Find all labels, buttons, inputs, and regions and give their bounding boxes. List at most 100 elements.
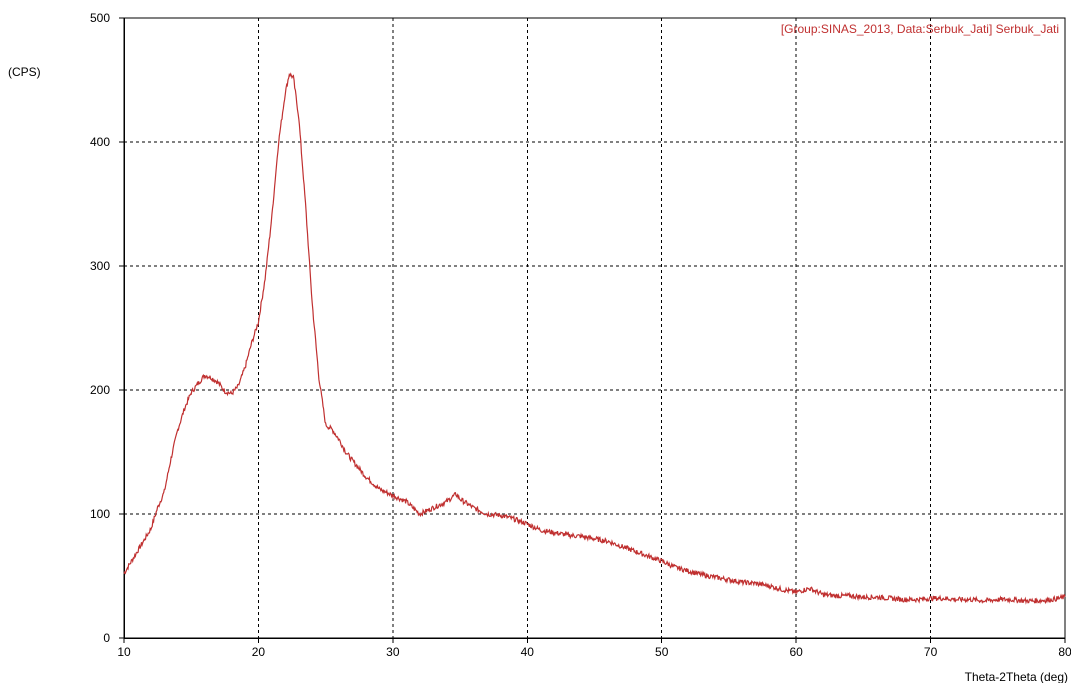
x-tick-label: 60: [789, 645, 803, 659]
y-tick-label: 200: [90, 383, 110, 397]
data-point: [251, 342, 252, 343]
data-point: [339, 439, 340, 440]
data-point: [930, 598, 931, 599]
data-point: [1051, 599, 1052, 600]
data-point: [957, 599, 958, 600]
data-point: [984, 600, 985, 601]
data-point: [1011, 599, 1012, 600]
data-point: [177, 429, 178, 430]
data-point: [197, 383, 198, 384]
data-point: [661, 561, 662, 562]
data-point: [211, 377, 212, 378]
data-point: [769, 585, 770, 586]
data-point: [419, 513, 420, 514]
data-point: [755, 583, 756, 584]
data-point: [513, 518, 514, 519]
data-point: [917, 599, 918, 600]
data-point: [305, 203, 306, 204]
data-point: [271, 216, 272, 217]
x-tick-label: 30: [386, 645, 400, 659]
y-tick-label: 300: [90, 259, 110, 273]
data-point: [809, 588, 810, 589]
data-point: [1038, 600, 1039, 601]
x-tick-label: 10: [117, 645, 131, 659]
data-point: [433, 507, 434, 508]
data-point: [500, 515, 501, 516]
data-point: [473, 507, 474, 508]
data-point: [289, 73, 290, 74]
data-point: [527, 523, 528, 524]
data-point: [567, 535, 568, 536]
data-point: [332, 429, 333, 430]
data-point: [191, 392, 192, 393]
data-point: [486, 513, 487, 514]
data-point: [265, 278, 266, 279]
data-point: [554, 532, 555, 533]
data-point: [701, 574, 702, 575]
tick-labels: 10 20 30 40 50 60 70 80 0 100 200 300 400 500: [90, 11, 1071, 659]
series-line: [123, 72, 1066, 605]
y-tick-label: 0: [103, 631, 110, 645]
data-point: [150, 528, 151, 529]
data-point: [446, 501, 447, 502]
data-point: [285, 92, 286, 93]
data-point: [876, 597, 877, 598]
data-point: [782, 589, 783, 590]
data-point: [634, 551, 635, 552]
data-point: [406, 501, 407, 502]
data-point: [258, 321, 259, 322]
data-point: [231, 393, 232, 394]
x-tick-label: 20: [252, 645, 266, 659]
data-point: [970, 599, 971, 600]
data-point: [365, 476, 366, 477]
data-point: [607, 541, 608, 542]
data-point: [863, 597, 864, 598]
axes: [119, 17, 1066, 643]
data-point: [171, 458, 172, 459]
data-point: [352, 460, 353, 461]
data-point: [123, 573, 124, 574]
y-tick-label: 500: [90, 11, 110, 25]
data-point: [688, 570, 689, 571]
plot-frame: [123, 17, 1066, 639]
grid-lines: [124, 18, 1065, 638]
data-point: [1024, 600, 1025, 601]
data-point: [184, 408, 185, 409]
data-point: [455, 494, 456, 495]
data-point: [540, 530, 541, 531]
data-point: [318, 377, 319, 378]
data-point: [903, 599, 904, 600]
x-tick-label: 50: [655, 645, 669, 659]
data-point: [218, 382, 219, 383]
data-point: [581, 536, 582, 537]
data-point: [244, 367, 245, 368]
data-point: [822, 594, 823, 595]
data-point: [392, 495, 393, 496]
y-axis-title: (CPS): [8, 65, 41, 79]
series-layer: [123, 72, 1066, 605]
data-point: [325, 424, 326, 425]
data-point: [594, 538, 595, 539]
data-point: [157, 507, 158, 508]
data-point: [278, 141, 279, 142]
data-point: [238, 386, 239, 387]
data-point: [293, 77, 294, 78]
data-point: [715, 577, 716, 578]
data-point: [204, 375, 205, 376]
data-point: [796, 592, 797, 593]
data-point: [460, 499, 461, 500]
data-point: [742, 582, 743, 583]
data-point: [648, 556, 649, 557]
x-tick-label: 70: [924, 645, 938, 659]
data-point: [1064, 597, 1065, 598]
data-point: [728, 579, 729, 580]
data-point: [836, 595, 837, 596]
data-point: [890, 598, 891, 599]
data-point: [849, 595, 850, 596]
x-tick-label: 40: [521, 645, 535, 659]
x-tick-label: 80: [1058, 645, 1071, 659]
x-axis-title: Theta-2Theta (deg): [965, 670, 1068, 683]
legend-entry: [Group:SINAS_2013, Data:Serbuk_Jati] Ser…: [781, 22, 1059, 36]
data-point: [379, 489, 380, 490]
